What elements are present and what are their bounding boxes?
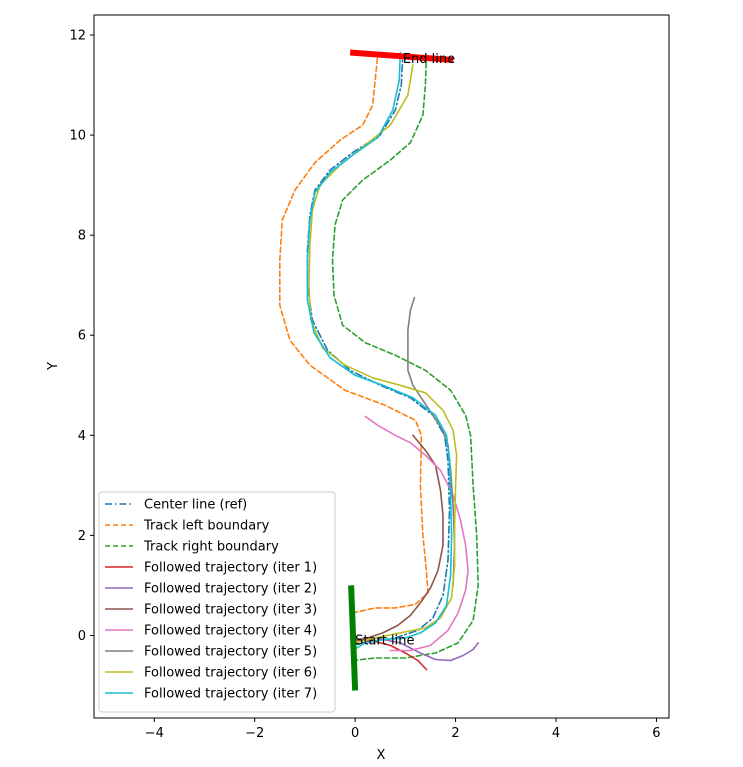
annotation-layer: Start line End line (355, 52, 455, 648)
series-line-followed-trajectory-iter-7 (306, 51, 453, 652)
annotation-end-line: End line (403, 52, 455, 67)
annotation-start-line: Start line (355, 633, 414, 648)
y-tick-label: 2 (78, 529, 86, 544)
x-tick-label: 0 (351, 726, 359, 741)
series-line-followed-trajectory-iter-6 (308, 64, 458, 644)
legend-label-followed-trajectory-iter-7: Followed trajectory (iter 7) (144, 687, 317, 702)
x-tick-label: 4 (552, 726, 560, 741)
legend-label-track-left-boundary: Track left boundary (143, 519, 270, 534)
legend: Center line (ref) Track left boundary Trac… (98, 491, 336, 713)
y-tick-label: 6 (78, 329, 86, 344)
x-tick-label: −4 (145, 726, 164, 741)
y-tick-label: 10 (69, 129, 86, 144)
legend-label-track-right-boundary: Track right boundary (143, 540, 279, 555)
legend-label-followed-trajectory-iter-1: Followed trajectory (iter 1) (144, 561, 317, 576)
x-axis-label: X (377, 748, 386, 763)
start-line-marker (348, 585, 359, 691)
legend-label-followed-trajectory-iter-5: Followed trajectory (iter 5) (144, 645, 317, 660)
series-line-center-line-ref (306, 54, 451, 647)
y-tick-label: 12 (69, 29, 86, 44)
series-line-track-right-boundary (331, 54, 479, 662)
legend-label-followed-trajectory-iter-6: Followed trajectory (iter 6) (144, 666, 317, 681)
y-tick-label: 4 (78, 429, 86, 444)
legend-box (98, 491, 336, 713)
end-line-marker (349, 49, 454, 64)
legend-label-center-line-ref: Center line (ref) (144, 498, 247, 513)
y-tick-label: 0 (78, 629, 86, 644)
legend-label-followed-trajectory-iter-2: Followed trajectory (iter 2) (144, 582, 317, 597)
series-line-followed-trajectory-iter-5 (407, 296, 456, 587)
plot-frame (93, 14, 670, 719)
series-line-track-left-boundary (279, 54, 429, 614)
x-tick-label: 6 (652, 726, 660, 741)
y-axis-label: Y (46, 362, 61, 371)
legend-label-followed-trajectory-iter-3: Followed trajectory (iter 3) (144, 603, 317, 618)
series-line-followed-trajectory-iter-4 (364, 415, 469, 652)
marker-layer (348, 49, 454, 691)
series-layer (279, 51, 479, 671)
legend-label-followed-trajectory-iter-4: Followed trajectory (iter 4) (144, 624, 317, 639)
series-line-followed-trajectory-iter-3 (351, 434, 444, 642)
x-tick-label: 2 (451, 726, 459, 741)
y-tick-label: 8 (78, 229, 86, 244)
y-axis-ticks: 0 2 4 6 8 10 12 (69, 29, 94, 644)
x-tick-label: −2 (245, 726, 264, 741)
x-axis-ticks: −4 −2 0 2 4 6 (145, 718, 661, 741)
